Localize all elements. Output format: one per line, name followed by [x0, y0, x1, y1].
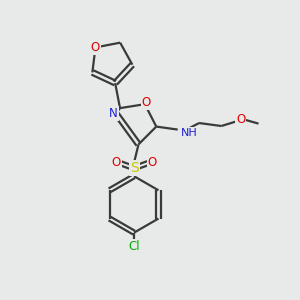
Text: N: N — [109, 107, 118, 120]
Text: NH: NH — [181, 128, 197, 138]
Text: O: O — [111, 156, 121, 170]
Text: Cl: Cl — [128, 240, 140, 253]
Text: O: O — [148, 156, 157, 170]
Text: O: O — [142, 96, 151, 109]
Text: O: O — [236, 113, 245, 126]
Text: O: O — [91, 41, 100, 54]
Text: S: S — [130, 161, 138, 175]
